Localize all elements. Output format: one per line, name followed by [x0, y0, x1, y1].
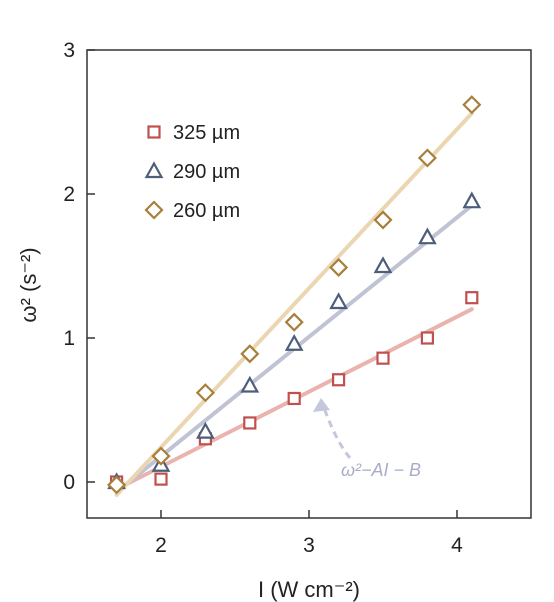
y-tick-label: 1	[63, 327, 75, 350]
data-markers	[107, 95, 482, 495]
data-point-325-m	[465, 291, 479, 305]
data-point-260-m	[284, 312, 304, 332]
data-point-260-m	[373, 210, 393, 230]
y-tick-label: 3	[63, 39, 75, 62]
y-tick-label: 0	[63, 471, 75, 494]
fit-lines	[114, 111, 474, 497]
x-tick-label: 2	[155, 534, 167, 557]
fit-line-260-m	[114, 111, 474, 497]
legend-label-290-m: 290 µm	[173, 161, 240, 183]
data-point-260-m	[240, 344, 260, 364]
data-point-290-m	[373, 256, 393, 274]
legend-marker-290-m	[144, 161, 164, 179]
data-point-260-m	[195, 383, 215, 403]
data-point-260-m	[107, 475, 127, 495]
data-point-290-m	[418, 227, 437, 245]
data-point-260-m	[462, 95, 482, 115]
data-point-325-m	[287, 391, 301, 406]
y-axis-ticks: 0 1 2 3	[63, 39, 95, 494]
legend-label-325-m: 325 µm	[173, 122, 240, 144]
data-point-290-m	[284, 333, 304, 351]
x-axis-title: I (W cm⁻²)	[258, 577, 360, 602]
annotation-arrowhead	[313, 398, 330, 412]
legend-marker-260-m	[144, 200, 164, 220]
data-point-325-m	[332, 373, 346, 387]
data-point-290-m	[329, 292, 348, 310]
annotation-arrow	[320, 401, 352, 459]
data-point-325-m	[376, 351, 390, 365]
legend-marker-325-m	[147, 125, 161, 139]
data-point-325-m	[420, 331, 434, 345]
data-point-325-m	[243, 416, 257, 430]
x-tick-label: 4	[451, 534, 463, 557]
annotation: ω²−AI − B	[313, 398, 421, 480]
annotation-text: ω²−AI − B	[341, 460, 421, 480]
data-point-290-m	[462, 191, 482, 209]
x-tick-label: 3	[303, 534, 315, 557]
data-point-260-m	[329, 257, 349, 277]
x-axis-ticks: 2 3 4	[155, 510, 463, 557]
legend-label-260-m: 260 µm	[173, 200, 240, 222]
legend: 325 µm 290 µm 260 µm	[144, 122, 240, 222]
y-axis-title: ω² (s⁻²)	[16, 247, 41, 322]
data-point-290-m	[240, 375, 260, 393]
y-tick-label: 2	[63, 183, 75, 206]
data-point-325-m	[154, 472, 168, 486]
data-point-290-m	[196, 421, 215, 439]
data-point-260-m	[417, 148, 437, 168]
data-point-260-m	[151, 446, 171, 466]
